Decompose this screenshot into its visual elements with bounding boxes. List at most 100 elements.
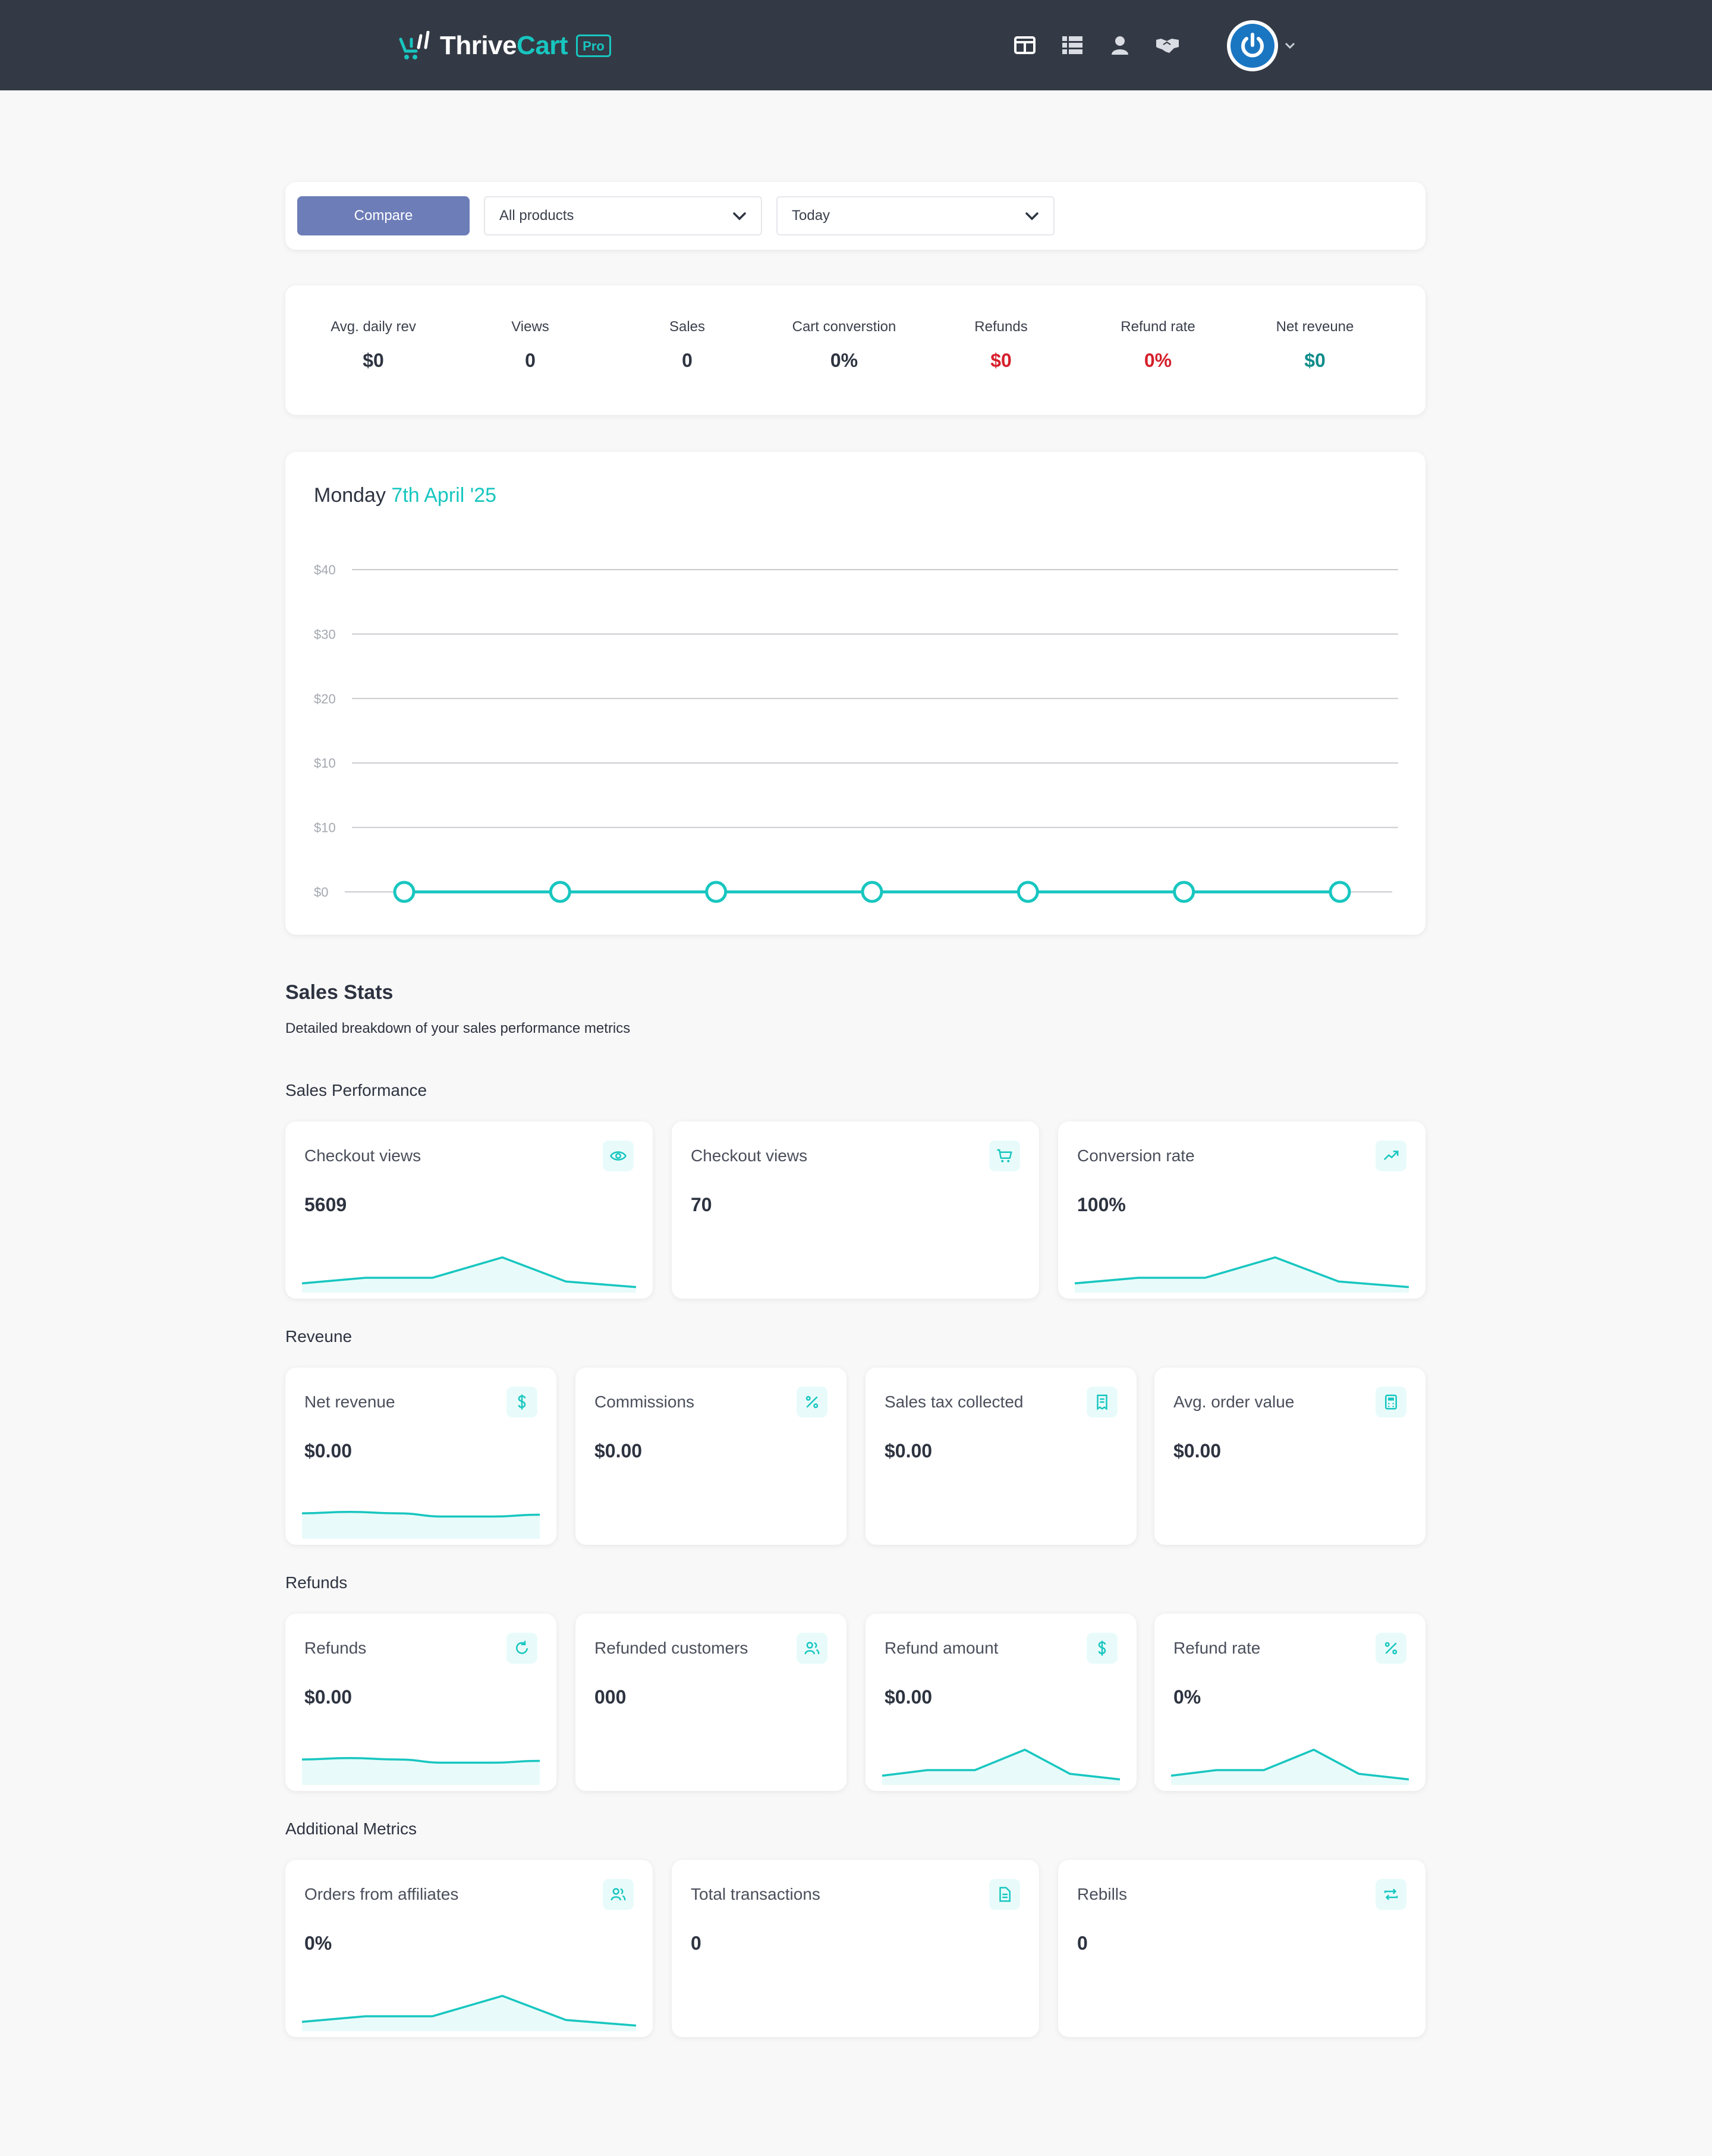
account-menu[interactable] (1227, 20, 1296, 71)
metric-card-orders-from-affiliates: Orders from affiliates 0% (285, 1860, 653, 2037)
stat-value: 0 (525, 350, 536, 371)
metric-label: Commissions (594, 1393, 695, 1411)
chart-data-point[interactable] (1173, 881, 1195, 903)
period-select[interactable]: Today (776, 196, 1055, 235)
chart-day: Monday (314, 484, 386, 507)
product-select[interactable]: All products (484, 196, 762, 235)
list-icon[interactable] (1058, 31, 1087, 59)
metric-value: 0 (691, 1932, 701, 1954)
y-tick-label: $0 (314, 885, 328, 900)
metric-value: $0.00 (304, 1440, 353, 1462)
chart-date-title: Monday 7th April '25 (314, 484, 496, 507)
stat-label: Refund rate (1121, 319, 1195, 335)
metric-value: $0.00 (594, 1440, 643, 1462)
metric-value: 000 (594, 1686, 627, 1708)
receipt-icon (1087, 1387, 1118, 1418)
compare-button[interactable]: Compare (297, 196, 470, 235)
y-tick-label: $30 (314, 627, 336, 642)
handshake-icon[interactable] (1153, 31, 1182, 59)
stat-value: 0% (830, 350, 858, 371)
metric-label: Avg. order value (1173, 1393, 1295, 1411)
stat-value: 0 (682, 350, 693, 371)
metric-card-conversion-rate: Conversion rate 100% (1058, 1121, 1425, 1299)
top-navigation-bar: ThriveCart Pro (0, 0, 1712, 90)
summary-stats: Avg. daily rev $0 Views 0 Sales 0 Cart c… (285, 285, 1425, 415)
metric-card-sales-tax-collected: Sales tax collected $0.00 (866, 1368, 1137, 1545)
trend-up-icon (1376, 1140, 1406, 1171)
percent-icon (1376, 1633, 1406, 1664)
brand-logo[interactable]: ThriveCart Pro (398, 27, 611, 64)
chevron-down-icon (1285, 42, 1295, 49)
metric-label: Sales tax collected (885, 1393, 1024, 1411)
stat-cart-conversion: Cart converstion 0% (766, 319, 923, 372)
stat-refunds: Refunds $0 (923, 319, 1080, 372)
product-select-value: All products (499, 208, 574, 224)
chart-data-point[interactable] (705, 881, 728, 903)
brand-name: ThriveCart (440, 31, 568, 60)
stat-value: $0 (363, 350, 384, 371)
metric-value: 100% (1077, 1194, 1126, 1215)
metric-card-checkout-views: Checkout views 5609 (285, 1121, 653, 1299)
sales-stats-subtitle: Detailed breakdown of your sales perform… (285, 1020, 631, 1036)
chart-data-point[interactable] (1329, 881, 1351, 903)
metric-value: $0.00 (885, 1686, 933, 1708)
chart-data-point[interactable] (549, 881, 571, 903)
filter-bar: Compare All products Today (285, 182, 1425, 250)
y-tick-label: $20 (314, 692, 336, 706)
metric-label: Orders from affiliates (304, 1885, 459, 1903)
stat-value: 0% (1144, 350, 1172, 371)
document-icon (989, 1879, 1020, 1910)
y-tick-label: $10 (314, 756, 336, 771)
logo-mark-icon (399, 31, 430, 59)
group-title-additional-metrics: Additional Metrics (285, 1819, 417, 1838)
power-icon (1241, 33, 1264, 58)
chevron-down-icon (1025, 212, 1038, 221)
eye-icon (603, 1140, 634, 1171)
metric-label: Total transactions (691, 1885, 820, 1903)
metric-card-refunds: Refunds $0.00 (285, 1614, 556, 1791)
metric-label: Refund rate (1173, 1639, 1261, 1657)
chart-data-point[interactable] (1016, 881, 1039, 903)
stat-value: $0 (990, 350, 1012, 371)
stat-net-revenue: Net reveune $0 (1236, 319, 1393, 372)
metric-label: Conversion rate (1077, 1146, 1195, 1165)
group-title-sales-performance: Sales Performance (285, 1081, 427, 1099)
y-tick-label: $40 (314, 562, 336, 577)
metric-label: Checkout views (691, 1146, 808, 1165)
metric-value: $0.00 (304, 1686, 353, 1708)
chart-data-point[interactable] (861, 881, 883, 903)
stat-label: Refunds (974, 319, 1028, 335)
metric-value: 70 (691, 1194, 712, 1215)
layout-icon[interactable] (1011, 31, 1039, 59)
metric-value: 0% (1173, 1686, 1201, 1708)
sparkline (1074, 1256, 1409, 1293)
users-icon (797, 1633, 827, 1664)
y-tick-label: $10 (314, 821, 336, 835)
user-icon[interactable] (1106, 31, 1134, 59)
sparkline (301, 1511, 540, 1539)
chart-data-point[interactable] (393, 881, 416, 903)
stat-label: Sales (669, 319, 706, 335)
metric-label: Rebills (1077, 1885, 1128, 1903)
metric-label: Refunded customers (594, 1639, 748, 1657)
chart-date: 7th April '25 (391, 484, 497, 507)
metric-card-refunded-customers: Refunded customers 000 (575, 1614, 846, 1791)
pro-badge: Pro (576, 34, 611, 57)
metric-label: Net revenue (304, 1393, 395, 1411)
stat-avg-daily-rev: Avg. daily rev $0 (295, 319, 452, 372)
metric-value: 5609 (304, 1194, 347, 1215)
revenue-line-chart: $40 $30 $20 $10 $10 $0 (314, 562, 1398, 903)
sparkline (301, 1757, 540, 1785)
stat-label: Net reveune (1276, 319, 1354, 335)
stat-refund-rate: Refund rate 0% (1080, 319, 1236, 372)
metric-value: $0.00 (1173, 1440, 1222, 1462)
stat-label: Avg. daily rev (331, 319, 416, 335)
metric-card-refund-rate: Refund rate 0% (1154, 1614, 1425, 1791)
sparkline (301, 1994, 637, 2031)
metric-value: $0.00 (885, 1440, 933, 1462)
refresh-icon (506, 1633, 537, 1664)
users-icon (603, 1879, 634, 1910)
avatar[interactable] (1227, 20, 1278, 71)
repeat-icon (1376, 1879, 1406, 1910)
cart-icon (989, 1140, 1020, 1171)
